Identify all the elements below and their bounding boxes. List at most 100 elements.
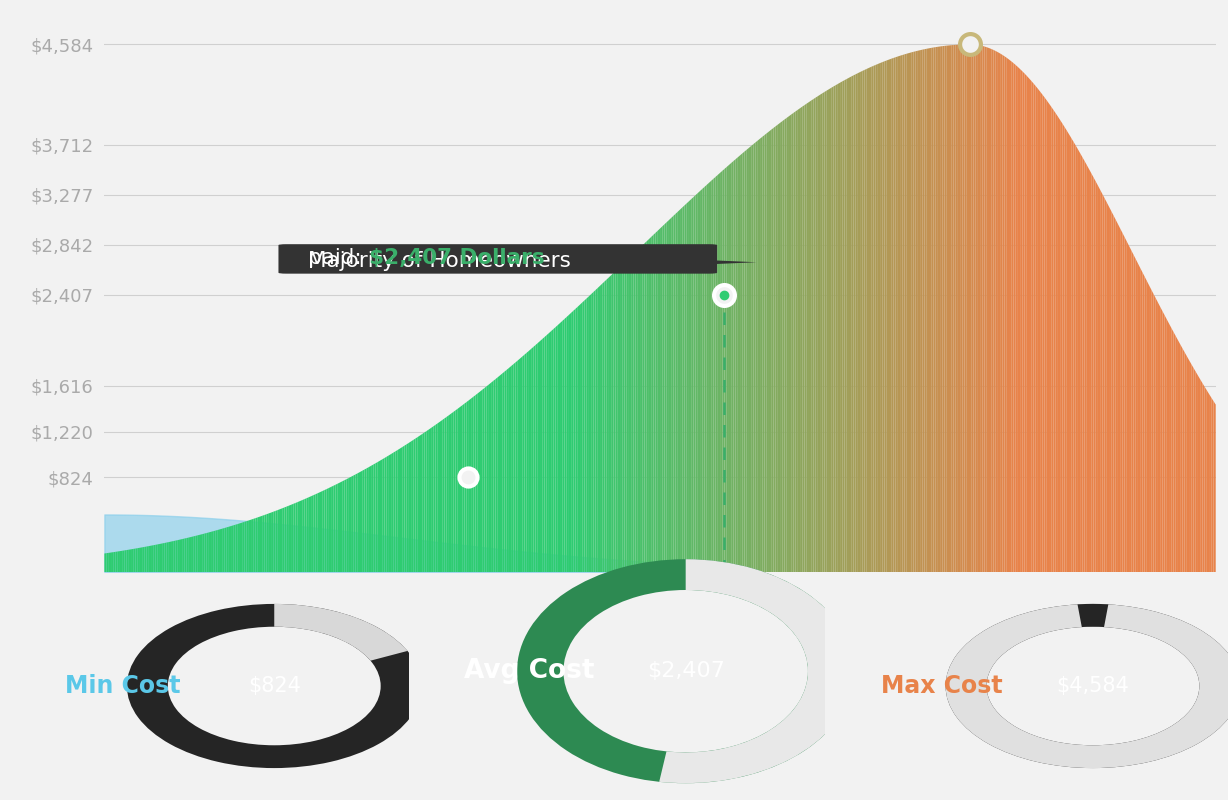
Polygon shape	[623, 262, 625, 572]
Polygon shape	[260, 516, 263, 572]
Polygon shape	[300, 500, 302, 572]
Polygon shape	[742, 151, 744, 572]
Polygon shape	[882, 62, 884, 572]
Polygon shape	[529, 349, 532, 572]
Polygon shape	[615, 269, 618, 572]
Polygon shape	[1191, 364, 1194, 572]
Polygon shape	[858, 72, 860, 572]
FancyBboxPatch shape	[279, 244, 717, 274]
Polygon shape	[285, 506, 286, 572]
Polygon shape	[1172, 328, 1174, 572]
Polygon shape	[1127, 242, 1129, 572]
Polygon shape	[887, 59, 889, 572]
Text: $2,407 Dollars: $2,407 Dollars	[368, 247, 544, 267]
Polygon shape	[462, 404, 464, 572]
Polygon shape	[895, 57, 898, 572]
Polygon shape	[343, 480, 344, 572]
Text: $4,584: $4,584	[1056, 676, 1130, 696]
Polygon shape	[651, 235, 653, 572]
Polygon shape	[540, 339, 543, 572]
Polygon shape	[1009, 59, 1011, 572]
Polygon shape	[403, 446, 404, 572]
Polygon shape	[1183, 348, 1185, 572]
Polygon shape	[884, 61, 887, 572]
Polygon shape	[162, 543, 165, 572]
Polygon shape	[124, 550, 126, 572]
Polygon shape	[1163, 311, 1164, 572]
Polygon shape	[905, 54, 906, 572]
Polygon shape	[1164, 315, 1167, 572]
Polygon shape	[1196, 372, 1199, 572]
Polygon shape	[1065, 127, 1067, 572]
Polygon shape	[532, 347, 533, 572]
Polygon shape	[629, 256, 631, 572]
Polygon shape	[1185, 352, 1186, 572]
Polygon shape	[322, 490, 324, 572]
Polygon shape	[327, 488, 329, 572]
Polygon shape	[573, 309, 576, 572]
Polygon shape	[516, 361, 518, 572]
Polygon shape	[782, 119, 785, 572]
Polygon shape	[835, 84, 837, 572]
Polygon shape	[560, 321, 562, 572]
Polygon shape	[456, 409, 458, 572]
Polygon shape	[1002, 55, 1005, 572]
Polygon shape	[480, 390, 483, 572]
Polygon shape	[602, 282, 604, 572]
Polygon shape	[722, 169, 725, 572]
Polygon shape	[1035, 86, 1038, 572]
Polygon shape	[258, 517, 260, 572]
Polygon shape	[379, 459, 382, 572]
Polygon shape	[409, 442, 411, 572]
Polygon shape	[1178, 340, 1180, 572]
Polygon shape	[436, 423, 437, 572]
Polygon shape	[1186, 356, 1189, 572]
Polygon shape	[801, 106, 802, 572]
Polygon shape	[1081, 153, 1082, 572]
Polygon shape	[129, 550, 131, 572]
Polygon shape	[636, 250, 637, 572]
Polygon shape	[204, 533, 206, 572]
Polygon shape	[554, 327, 555, 572]
Polygon shape	[293, 503, 296, 572]
Polygon shape	[604, 279, 607, 572]
Polygon shape	[683, 206, 684, 572]
Polygon shape	[686, 202, 689, 572]
Polygon shape	[1049, 103, 1051, 572]
Polygon shape	[1142, 272, 1144, 572]
Polygon shape	[544, 335, 546, 572]
Polygon shape	[922, 49, 925, 572]
Polygon shape	[384, 457, 387, 572]
Polygon shape	[851, 75, 853, 572]
Polygon shape	[236, 524, 238, 572]
Polygon shape	[766, 131, 769, 572]
Polygon shape	[418, 435, 420, 572]
Polygon shape	[1114, 215, 1116, 572]
Polygon shape	[445, 417, 447, 572]
Polygon shape	[898, 56, 900, 572]
Polygon shape	[1007, 58, 1009, 572]
Polygon shape	[917, 50, 920, 572]
Polygon shape	[758, 138, 760, 572]
Polygon shape	[1027, 76, 1029, 572]
Polygon shape	[977, 45, 980, 572]
Polygon shape	[278, 509, 280, 572]
Polygon shape	[140, 547, 142, 572]
Polygon shape	[357, 472, 360, 572]
Polygon shape	[826, 89, 829, 572]
Polygon shape	[511, 364, 513, 572]
Polygon shape	[228, 526, 231, 572]
Polygon shape	[368, 466, 371, 572]
Polygon shape	[508, 366, 511, 572]
Polygon shape	[582, 301, 585, 572]
Polygon shape	[906, 53, 909, 572]
Polygon shape	[1194, 368, 1196, 572]
Polygon shape	[244, 521, 247, 572]
Polygon shape	[878, 63, 880, 572]
Polygon shape	[953, 45, 955, 572]
Text: Min Cost: Min Cost	[65, 674, 181, 698]
Polygon shape	[1147, 281, 1149, 572]
Polygon shape	[1034, 83, 1035, 572]
Polygon shape	[989, 48, 991, 572]
Polygon shape	[709, 181, 711, 572]
